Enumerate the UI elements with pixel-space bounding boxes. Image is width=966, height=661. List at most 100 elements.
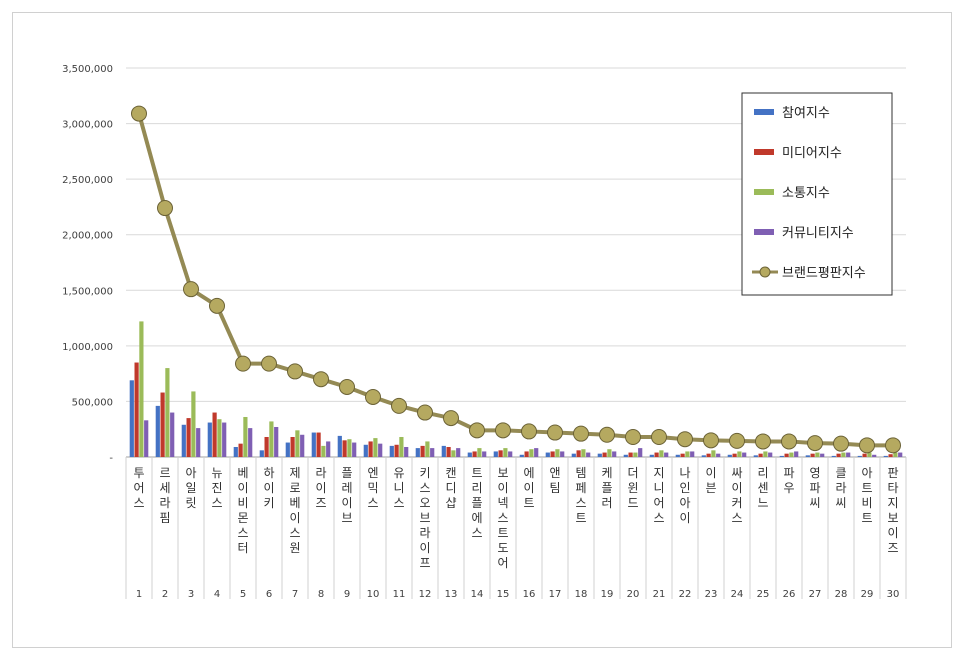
line-point <box>235 355 251 372</box>
bar <box>456 448 461 457</box>
bar <box>290 436 295 457</box>
bar <box>867 452 872 457</box>
bar <box>472 451 477 457</box>
rank-label: 15 <box>497 589 510 600</box>
rank-label: 11 <box>393 589 406 600</box>
rank-label: 29 <box>861 589 874 600</box>
rank-label: 20 <box>627 589 640 600</box>
rank-label: 30 <box>887 589 900 600</box>
bar <box>415 448 420 457</box>
legend-swatch <box>754 229 774 235</box>
brand-reputation-chart: - 500,000 1,000,000 1,500,000 2,000,000 2,500… <box>62 64 907 600</box>
bar <box>768 452 773 457</box>
rank-label: 8 <box>318 589 324 600</box>
y-tick-label: 2,500,000 <box>62 175 113 186</box>
chart-frame: - 500,000 1,000,000 1,500,000 2,000,000 2,500… <box>12 12 952 648</box>
legend-swatch <box>759 266 771 278</box>
bar <box>763 451 768 457</box>
bar <box>846 452 851 457</box>
line-point <box>495 422 511 439</box>
bar <box>399 436 404 457</box>
bar <box>347 439 352 457</box>
bar <box>233 446 238 457</box>
bar <box>316 432 321 457</box>
bar <box>519 454 524 457</box>
rank-label: 10 <box>367 589 380 600</box>
line-point <box>651 428 667 445</box>
legend-label: 커뮤니티지수 <box>782 226 854 241</box>
bar <box>129 380 134 457</box>
rank-label: 19 <box>601 589 614 600</box>
line-point <box>183 281 199 298</box>
bar <box>524 451 529 457</box>
y-tick-label: 2,000,000 <box>62 231 113 242</box>
bar <box>815 452 820 457</box>
line-point <box>599 426 615 443</box>
line-point <box>287 363 303 380</box>
bar <box>217 419 222 457</box>
bar <box>664 452 669 457</box>
bar <box>165 368 170 457</box>
bar <box>841 452 846 457</box>
bar <box>633 452 638 457</box>
bar <box>628 452 633 457</box>
bar <box>196 428 201 457</box>
line-point <box>443 410 459 427</box>
bar <box>493 451 498 457</box>
bar <box>321 445 326 457</box>
bar <box>898 452 903 457</box>
bar <box>300 434 305 457</box>
line-point <box>833 435 849 452</box>
line-point <box>781 433 797 450</box>
rank-label: 1 <box>136 589 142 600</box>
bar <box>144 420 149 457</box>
bar <box>836 453 841 457</box>
line-point <box>469 422 485 439</box>
bar <box>134 362 139 457</box>
bar <box>716 453 721 457</box>
bar <box>711 450 716 457</box>
bar <box>789 452 794 457</box>
line-point <box>131 105 147 122</box>
bar <box>654 452 659 457</box>
bar <box>805 455 810 457</box>
rank-label: 3 <box>188 589 194 600</box>
bar <box>685 451 690 457</box>
rank-label: 25 <box>757 589 770 600</box>
bar <box>326 441 331 457</box>
bar <box>706 453 711 457</box>
legend-label: 소통지수 <box>782 186 830 201</box>
line-point <box>157 200 173 217</box>
line-point <box>729 432 745 449</box>
bar <box>222 422 227 457</box>
bar <box>477 448 482 457</box>
bar <box>467 452 472 457</box>
rank-label: 2 <box>162 589 168 600</box>
bar <box>352 442 357 457</box>
bar <box>389 445 394 457</box>
bar <box>248 428 253 457</box>
bar <box>680 453 685 457</box>
line-point <box>807 435 823 452</box>
rank-label: 17 <box>549 589 562 600</box>
line-point <box>677 431 693 448</box>
bar <box>560 451 565 457</box>
bar <box>238 443 243 457</box>
bar <box>794 451 799 457</box>
bar <box>155 405 160 457</box>
bar <box>430 448 435 457</box>
